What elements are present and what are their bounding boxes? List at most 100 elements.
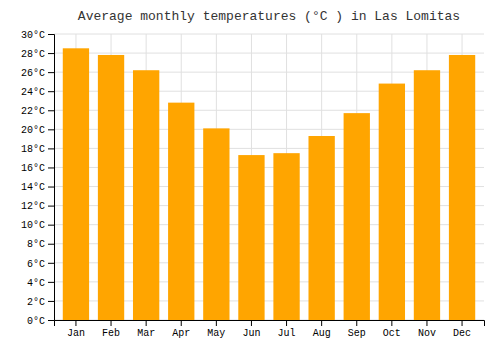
y-tick: 16°C bbox=[21, 163, 54, 174]
y-tick-mark bbox=[48, 91, 54, 92]
x-tick: Sep bbox=[348, 320, 366, 339]
y-grid-line bbox=[54, 53, 484, 54]
y-tick-mark bbox=[48, 244, 54, 245]
y-tick-label: 8°C bbox=[27, 239, 45, 250]
y-tick-label: 12°C bbox=[21, 201, 45, 212]
x-tick-label: Aug bbox=[313, 328, 331, 339]
x-tick: Apr bbox=[172, 320, 190, 339]
bars bbox=[63, 48, 475, 320]
bar bbox=[98, 55, 124, 320]
y-tick-label: 10°C bbox=[21, 220, 45, 231]
x-tick-mark bbox=[356, 320, 357, 326]
x-tick-mark bbox=[462, 320, 463, 326]
y-tick-mark bbox=[48, 167, 54, 168]
chart-svg: 0°C 2°C 4°C 6°C 8°C 10°C 12°C 14°C 16°C 18°C 20°C 2… bbox=[0, 0, 500, 350]
y-tick-label: 2°C bbox=[27, 297, 45, 308]
x-tick: Feb bbox=[102, 320, 120, 339]
y-tick-mark bbox=[48, 187, 54, 188]
title: Average monthly temperatures (°C ) in La… bbox=[78, 9, 460, 24]
x-tick-mark bbox=[216, 320, 217, 326]
bar bbox=[449, 55, 475, 320]
x-tick-label: May bbox=[207, 328, 225, 339]
y-tick-label: 28°C bbox=[21, 49, 45, 60]
x-tick-label: Oct bbox=[383, 328, 401, 339]
x-tick: Aug bbox=[313, 320, 331, 339]
y-tick-label: 26°C bbox=[21, 68, 45, 79]
x-tick: Nov bbox=[418, 320, 436, 339]
y-tick: 8°C bbox=[27, 239, 54, 250]
y-tick-label: 18°C bbox=[21, 144, 45, 155]
x-tick-mark bbox=[75, 320, 76, 326]
y-tick: 6°C bbox=[27, 259, 54, 270]
y-tick: 2°C bbox=[27, 297, 54, 308]
x-tick-label: Apr bbox=[172, 328, 190, 339]
y-tick: 24°C bbox=[21, 87, 54, 98]
x-tick-mark bbox=[146, 320, 147, 326]
y-tick: 18°C bbox=[21, 144, 54, 155]
y-grid-line bbox=[54, 34, 484, 35]
y-tick: 14°C bbox=[21, 182, 54, 193]
x-tick: Jun bbox=[242, 320, 260, 339]
x-tick-label: Jan bbox=[67, 328, 85, 339]
x-tick-mark bbox=[391, 320, 392, 326]
y-tick-mark bbox=[48, 301, 54, 302]
bar bbox=[414, 70, 440, 320]
x-tick-mark bbox=[251, 320, 252, 326]
y-tick-mark bbox=[48, 225, 54, 226]
x-tick-label: Dec bbox=[453, 328, 471, 339]
bar bbox=[344, 113, 370, 320]
y-tick-mark bbox=[48, 129, 54, 130]
y-tick-mark bbox=[48, 34, 54, 35]
y-tick-mark bbox=[48, 320, 54, 321]
x-tick-mark bbox=[426, 320, 427, 326]
x-tick-mark bbox=[111, 320, 112, 326]
y-axis: 0°C 2°C 4°C 6°C 8°C 10°C 12°C 14°C 16°C 18°C 20°C 2… bbox=[21, 30, 55, 327]
y-tick: 28°C bbox=[21, 49, 54, 60]
y-tick-label: 4°C bbox=[27, 278, 45, 289]
y-tick: 30°C bbox=[21, 30, 54, 41]
y-tick-label: 30°C bbox=[21, 30, 45, 41]
y-tick-mark bbox=[48, 148, 54, 149]
x-axis-line bbox=[55, 321, 485, 327]
y-tick-mark bbox=[48, 282, 54, 283]
x-tick-label: Sep bbox=[348, 328, 366, 339]
x-tick-mark bbox=[286, 320, 287, 326]
y-tick-label: 24°C bbox=[21, 87, 45, 98]
bar bbox=[63, 48, 89, 320]
y-tick: 20°C bbox=[21, 125, 54, 136]
x-axis: Jan Feb Mar Apr May Jun Jul Aug Sep Oct Nov Dec bbox=[55, 320, 485, 339]
y-tick: 12°C bbox=[21, 201, 54, 212]
x-tick-label: Jun bbox=[242, 328, 260, 339]
grid bbox=[54, 34, 484, 320]
y-tick-label: 14°C bbox=[21, 182, 45, 193]
x-tick: Jan bbox=[67, 320, 85, 339]
y-tick-mark bbox=[48, 263, 54, 264]
x-tick: Mar bbox=[137, 320, 155, 339]
x-tick-mark bbox=[321, 320, 322, 326]
y-tick: 0°C bbox=[27, 316, 54, 327]
y-tick-label: 16°C bbox=[21, 163, 45, 174]
y-tick-mark bbox=[48, 206, 54, 207]
x-tick-label: Jul bbox=[278, 328, 296, 339]
x-tick-label: Nov bbox=[418, 328, 436, 339]
y-tick-mark bbox=[48, 110, 54, 111]
y-tick-mark bbox=[48, 53, 54, 54]
y-tick-label: 0°C bbox=[27, 316, 45, 327]
y-tick-mark bbox=[48, 72, 54, 73]
y-tick: 22°C bbox=[21, 106, 54, 117]
bar bbox=[168, 103, 194, 320]
bar bbox=[273, 153, 299, 320]
x-tick: May bbox=[207, 320, 225, 339]
y-tick: 4°C bbox=[27, 278, 54, 289]
chart-container: 0°C 2°C 4°C 6°C 8°C 10°C 12°C 14°C 16°C 18°C 20°C 2… bbox=[0, 0, 500, 350]
bar bbox=[133, 70, 159, 320]
y-tick: 10°C bbox=[21, 220, 54, 231]
y-tick: 26°C bbox=[21, 68, 54, 79]
bar bbox=[238, 155, 264, 320]
bar bbox=[379, 84, 405, 320]
x-tick-mark bbox=[181, 320, 182, 326]
y-tick-label: 22°C bbox=[21, 106, 45, 117]
y-tick-label: 20°C bbox=[21, 125, 45, 136]
x-tick: Jul bbox=[278, 320, 296, 339]
y-axis-line bbox=[48, 35, 55, 321]
